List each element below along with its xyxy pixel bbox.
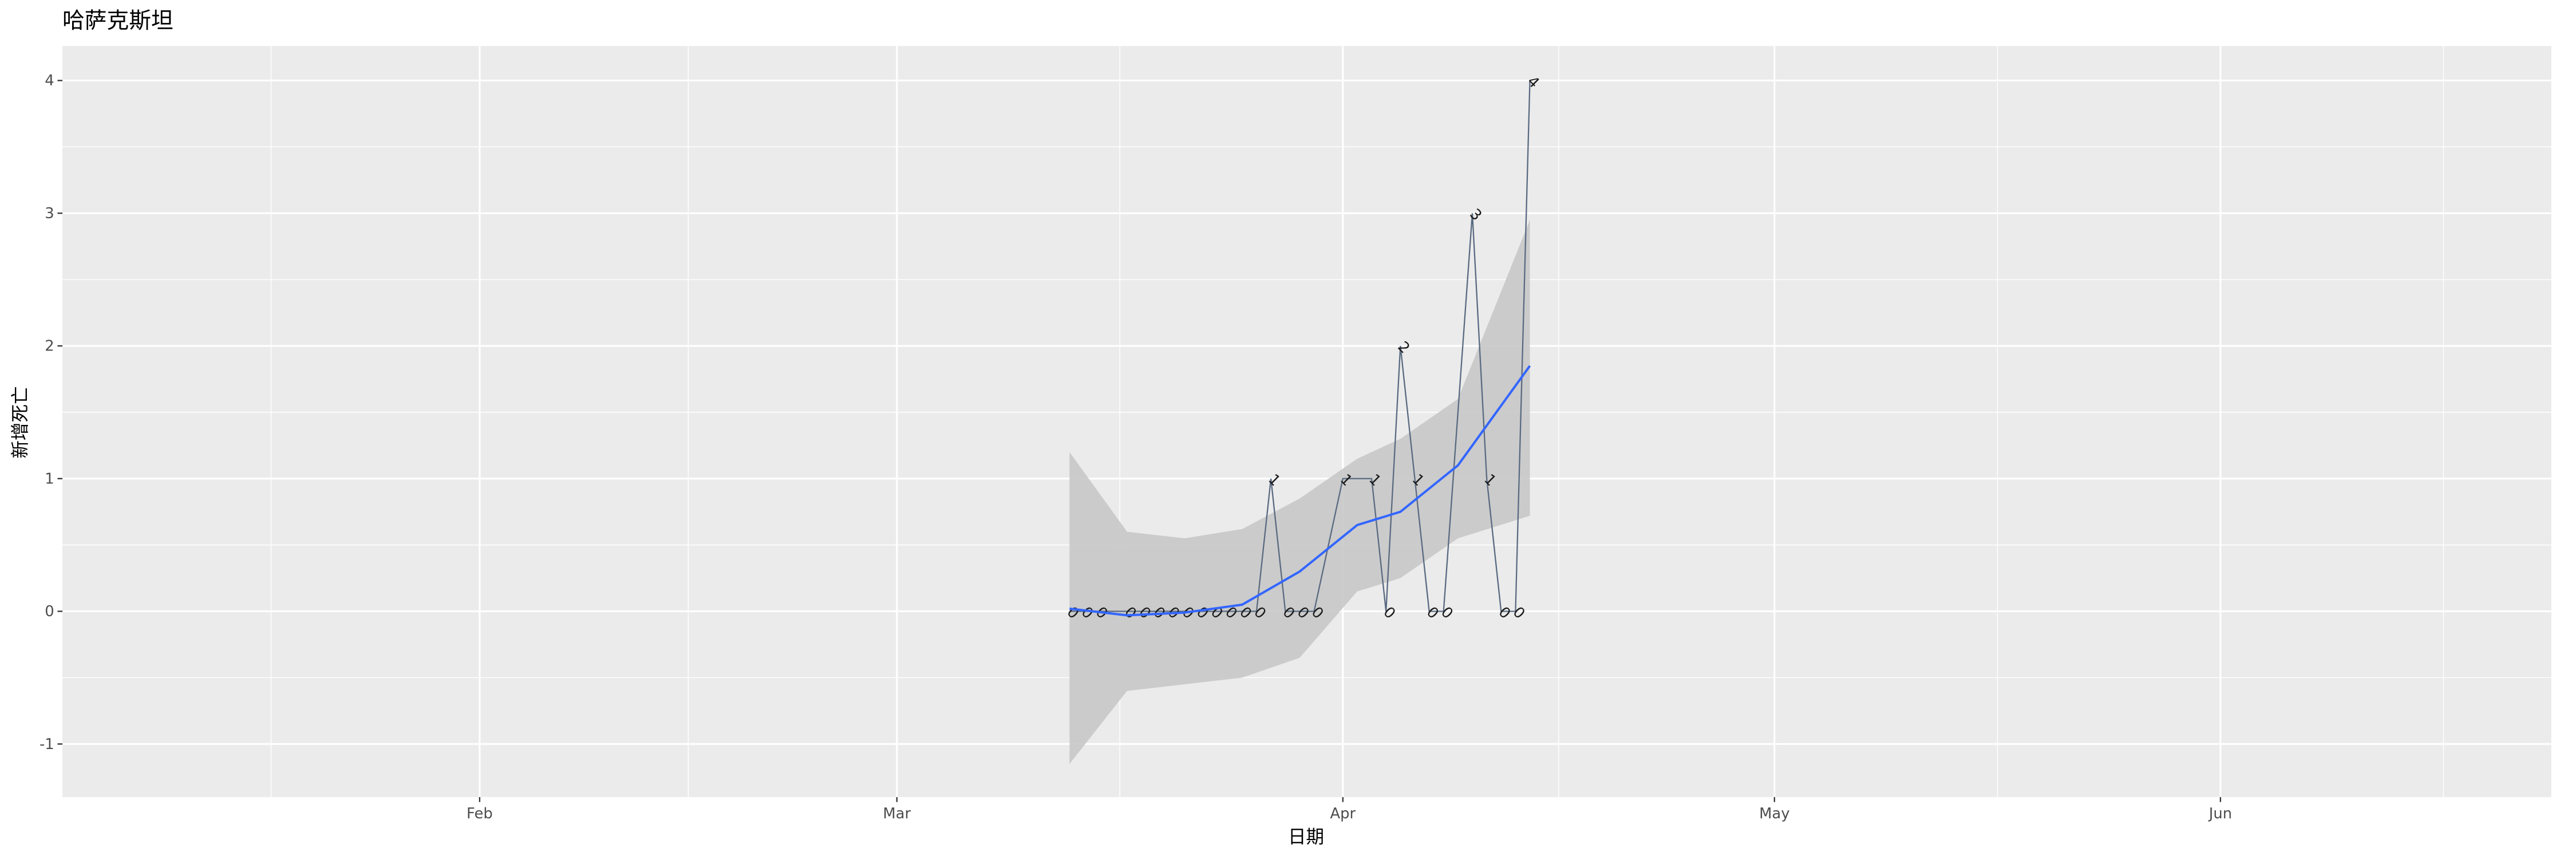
y-tick-label: 3 xyxy=(45,205,54,222)
x-axis-title: 日期 xyxy=(1288,827,1324,848)
y-tick-label: 1 xyxy=(45,470,54,487)
chart-title: 哈萨克斯坦 xyxy=(62,8,173,34)
x-tick-label: Apr xyxy=(1330,805,1356,822)
x-tick-label: Feb xyxy=(467,805,493,822)
y-tick-label: 0 xyxy=(45,603,54,620)
confidence-band xyxy=(1069,219,1530,764)
panel xyxy=(62,46,2551,797)
y-tick-label: 4 xyxy=(45,72,54,89)
smooth-line xyxy=(1069,365,1531,617)
y-tick-label: -1 xyxy=(39,736,54,753)
data-line xyxy=(1069,80,1531,612)
x-tick-label: Mar xyxy=(883,805,911,822)
x-tick-label: May xyxy=(1759,805,1789,822)
x-tick-label: Jun xyxy=(2208,805,2232,822)
y-axis-title: 新增死亡 xyxy=(10,386,31,458)
y-tick-label: 2 xyxy=(45,338,54,355)
grid xyxy=(62,46,2551,797)
